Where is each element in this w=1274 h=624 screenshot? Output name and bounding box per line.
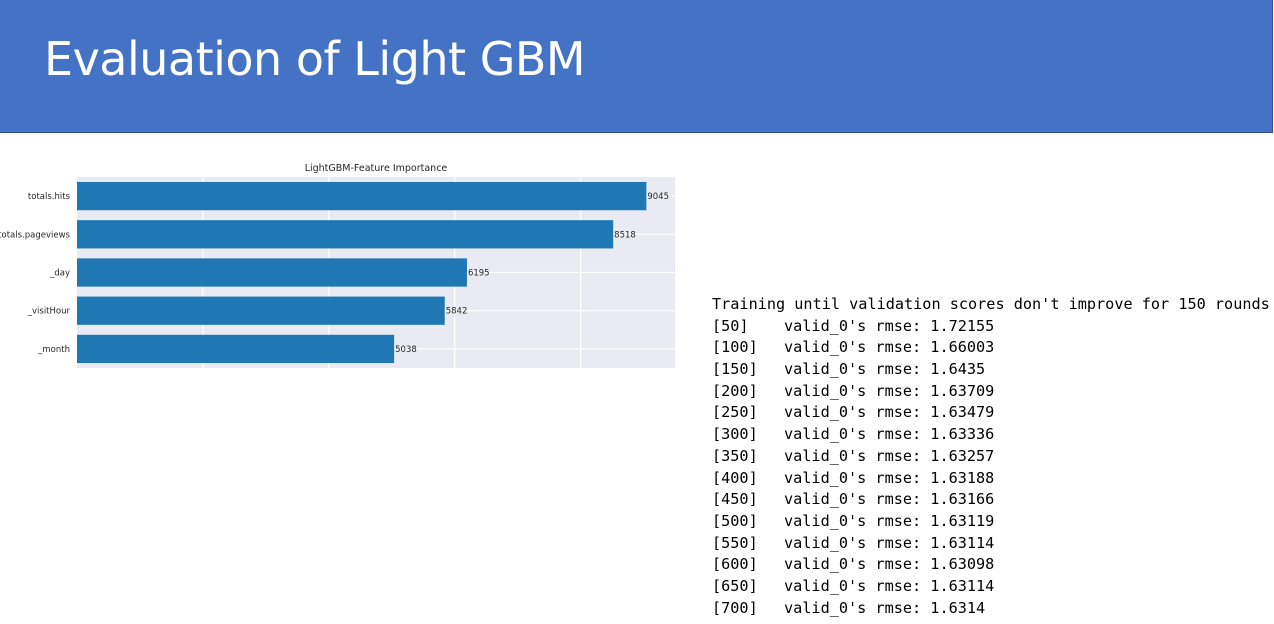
bar-month [77, 334, 395, 364]
training-log: Training until validation scores don't i… [712, 294, 1270, 619]
category-tick-label: _visitHour [27, 307, 71, 317]
chart-title: LightGBM-Feature Importance [305, 163, 448, 174]
bar-value-label: 8518 [614, 230, 636, 240]
log-line: [350] valid_0's rmse: 1.63257 [712, 446, 1270, 468]
log-metric: valid_0's rmse: 1.6435 [784, 360, 986, 379]
slide-title: Evaluation of Light GBM [44, 32, 586, 86]
log-line: [500] valid_0's rmse: 1.63119 [712, 511, 1270, 533]
log-line: [650] valid_0's rmse: 1.63114 [712, 576, 1270, 598]
bar-value-label: 5842 [446, 307, 468, 317]
log-round: [550] [712, 533, 758, 552]
log-line: [600] valid_0's rmse: 1.63098 [712, 554, 1270, 576]
bar-day [77, 258, 467, 287]
log-round: [50] [712, 316, 749, 335]
log-line: [200] valid_0's rmse: 1.63709 [712, 381, 1270, 403]
feature-importance-chart: LightGBM-Feature Importance 9045 totals.hi… [0, 155, 680, 375]
bar-value-label: 9045 [647, 192, 669, 202]
log-round: [300] [712, 425, 758, 444]
log-line: [700] valid_0's rmse: 1.6314 [712, 598, 1270, 620]
bar-value-label: 5038 [395, 345, 417, 355]
log-metric: valid_0's rmse: 1.63188 [784, 468, 995, 487]
log-metric: valid_0's rmse: 1.6314 [784, 598, 986, 617]
log-line: [100] valid_0's rmse: 1.66003 [712, 337, 1270, 359]
log-metric: valid_0's rmse: 1.63098 [784, 555, 995, 574]
log-metric: valid_0's rmse: 1.63336 [784, 425, 995, 444]
log-metric: valid_0's rmse: 1.63114 [784, 576, 995, 595]
title-bar: Evaluation of Light GBM [0, 0, 1273, 133]
category-tick-label: _month [37, 345, 70, 355]
log-line: [150] valid_0's rmse: 1.6435 [712, 359, 1270, 381]
log-metric: valid_0's rmse: 1.63119 [784, 511, 995, 530]
log-metric: valid_0's rmse: 1.63166 [784, 490, 995, 509]
bar-value-label: 6195 [468, 269, 490, 279]
log-line: [250] valid_0's rmse: 1.63479 [712, 402, 1270, 424]
log-round: [500] [712, 511, 758, 530]
bar-totals-pageviews [77, 220, 614, 249]
log-line: [300] valid_0's rmse: 1.63336 [712, 424, 1270, 446]
log-round: [450] [712, 490, 758, 509]
log-metric: valid_0's rmse: 1.63114 [784, 533, 995, 552]
log-round: [200] [712, 381, 758, 400]
log-line: [50] valid_0's rmse: 1.72155 [712, 316, 1270, 338]
log-round: [600] [712, 555, 758, 574]
log-header: Training until validation scores don't i… [712, 295, 1270, 313]
log-round: [100] [712, 338, 758, 357]
log-line: [450] valid_0's rmse: 1.63166 [712, 489, 1270, 511]
log-metric: valid_0's rmse: 1.66003 [784, 338, 995, 357]
category-tick-label: totals.pageviews [0, 230, 71, 240]
bar-visithour [77, 296, 445, 325]
chart-svg: LightGBM-Feature Importance 9045 totals.hi… [0, 163, 675, 368]
log-round: [650] [712, 576, 758, 595]
category-tick-label: _day [49, 269, 70, 279]
log-line: [550] valid_0's rmse: 1.63114 [712, 533, 1270, 555]
log-line: [400] valid_0's rmse: 1.63188 [712, 468, 1270, 490]
log-round: [700] [712, 598, 758, 617]
log-round: [400] [712, 468, 758, 487]
log-metric: valid_0's rmse: 1.72155 [784, 316, 995, 335]
log-metric: valid_0's rmse: 1.63709 [784, 381, 995, 400]
log-metric: valid_0's rmse: 1.63257 [784, 446, 995, 465]
log-round: [150] [712, 360, 758, 379]
log-metric: valid_0's rmse: 1.63479 [784, 403, 995, 422]
bar-totals-hits [77, 181, 647, 211]
log-round: [250] [712, 403, 758, 422]
log-round: [350] [712, 446, 758, 465]
category-tick-label: totals.hits [28, 192, 71, 202]
